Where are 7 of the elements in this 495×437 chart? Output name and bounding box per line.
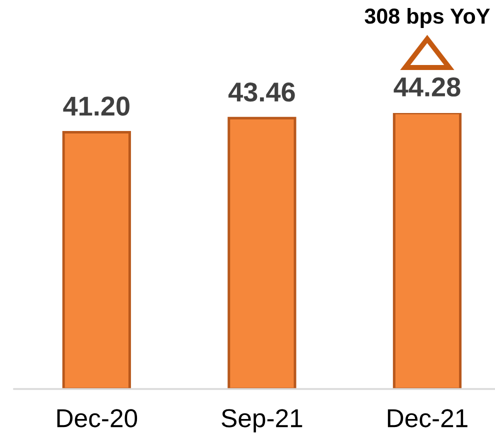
- data-label: 41.20: [63, 96, 130, 116]
- x-tick-label: Dec-20: [57, 409, 138, 428]
- x-tick-label: Sep-21: [222, 409, 302, 432]
- text: 308 bps YoY: [364, 8, 490, 28]
- x-tick-label: Dec-21: [388, 409, 468, 428]
- data-label: 43.46: [228, 82, 295, 102]
- data-label: 44.28: [394, 77, 460, 97]
